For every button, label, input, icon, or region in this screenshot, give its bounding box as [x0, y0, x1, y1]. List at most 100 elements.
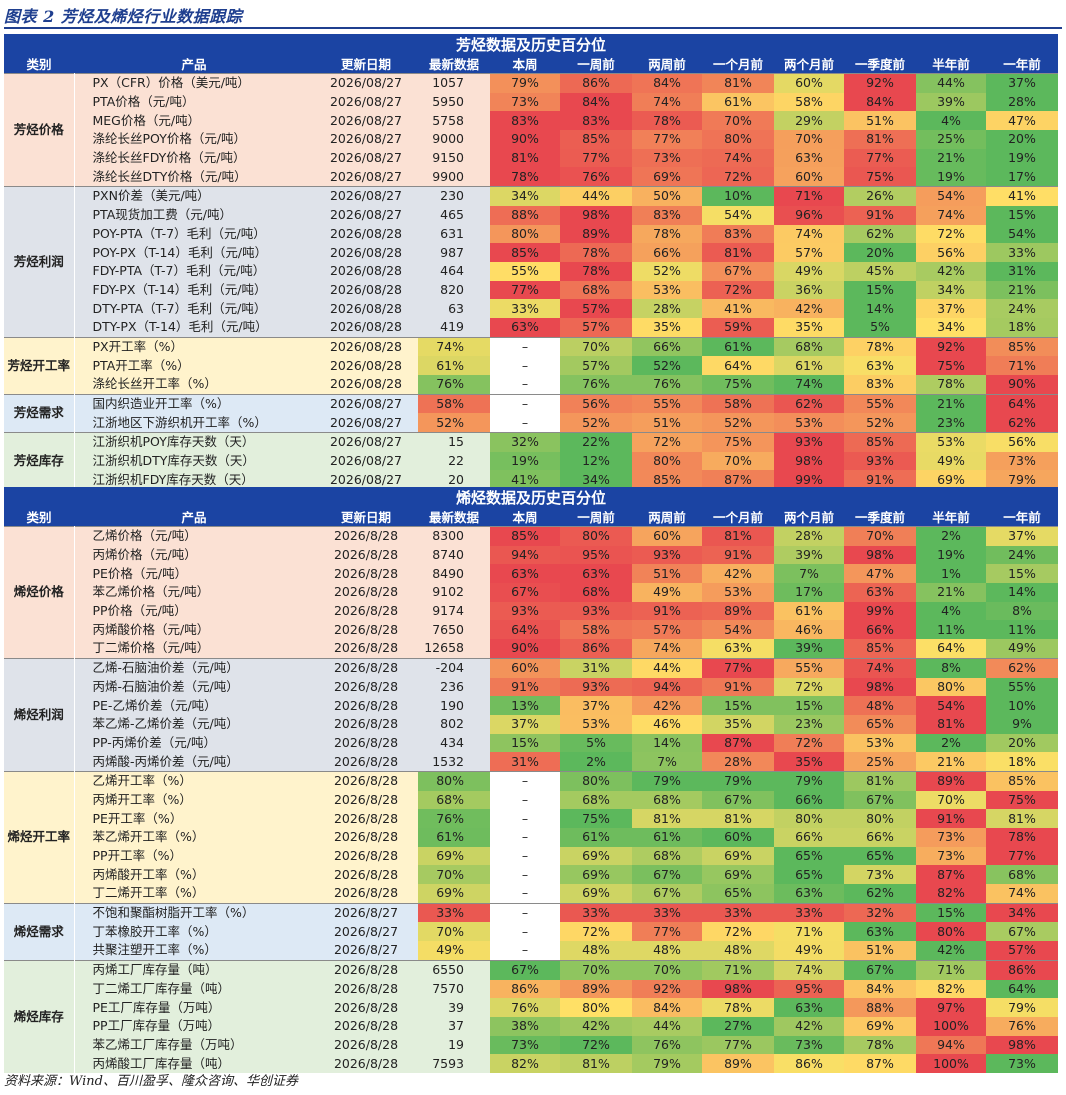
percentile-cell: 93% — [560, 677, 632, 697]
percentile-cell: 98% — [702, 979, 774, 999]
percentile-cell: 98% — [844, 677, 916, 697]
category-cell: 芳烃价格 — [4, 72, 75, 187]
percentile-cell: – — [490, 336, 560, 357]
date-cell: 2026/08/28 — [314, 261, 418, 281]
percentile-cell: 93% — [560, 601, 632, 621]
category-cell: 烯烃需求 — [4, 902, 75, 961]
percentile-cell: 75% — [844, 167, 916, 187]
percentile-cell: 76% — [986, 1016, 1059, 1036]
product-cell: 丙烯价格（元/吨） — [74, 545, 314, 565]
percentile-cell: 61% — [560, 828, 632, 847]
percentile-cell: 66% — [774, 828, 844, 847]
table-row: 江浙地区下游织机开工率（%） 2026/08/27 52% –52% 51% 52% 53%… — [4, 413, 1059, 433]
percentile-cell: 49% — [632, 583, 702, 602]
percentile-cell: 52% — [632, 356, 702, 375]
percentile-cell: – — [490, 846, 560, 866]
percentile-cell: 34% — [986, 902, 1059, 923]
percentile-cell: 8% — [916, 657, 986, 678]
latest-value-cell: 74% — [418, 336, 490, 357]
percentile-cell: 79% — [986, 998, 1059, 1017]
percentile-cell: 78% — [560, 243, 632, 262]
table-row: 烯烃利润 乙烯-石脑油价差（元/吨） 2026/8/28 -204 60% 31% 44% 7… — [4, 657, 1059, 772]
percentile-cell: 5% — [844, 317, 916, 338]
table-row: 丁苯橡胶开工率（%） 2026/8/27 70% –72% 77% 72% 71% 63% 80… — [4, 922, 1059, 942]
percentile-cell: 69% — [560, 865, 632, 885]
table-row: POY-PTA（T-7）毛利（元/吨） 2026/08/28 631 80% 89% 78… — [4, 224, 1059, 244]
product-cell: 苯乙烯价格（元/吨） — [74, 583, 314, 602]
column-header: 一季度前 — [844, 510, 916, 527]
percentile-cell: 33% — [560, 902, 632, 923]
percentile-cell: 33% — [632, 902, 702, 923]
percentile-cell: 75% — [916, 356, 986, 375]
percentile-cell: 42% — [560, 1016, 632, 1036]
percentile-cell: 39% — [774, 545, 844, 565]
percentile-cell: 44% — [560, 186, 632, 206]
percentile-cell: 73% — [916, 828, 986, 847]
percentile-cell: 75% — [986, 790, 1059, 810]
percentile-cell: 74% — [774, 959, 844, 980]
percentile-cell: 15% — [490, 733, 560, 753]
product-cell: FDY-PTA（T-7）毛利（元/吨） — [74, 261, 314, 281]
latest-value-cell: 236 — [418, 677, 490, 697]
percentile-cell: 100% — [916, 1054, 986, 1073]
percentile-cell: 58% — [774, 92, 844, 112]
percentile-cell: 67% — [632, 884, 702, 904]
percentile-cell: 66% — [844, 828, 916, 847]
percentile-cell: 42% — [774, 299, 844, 318]
product-cell: 乙烯价格（元/吨） — [74, 525, 314, 546]
product-cell: 丙烯酸开工率（%） — [74, 865, 314, 885]
column-header: 半年前 — [916, 57, 986, 74]
percentile-cell: 75% — [702, 375, 774, 395]
latest-value-cell: 63 — [418, 299, 490, 318]
column-header: 一季度前 — [844, 57, 916, 74]
percentile-cell: 57% — [560, 299, 632, 318]
percentile-cell: 57% — [774, 243, 844, 262]
date-cell: 2026/8/28 — [314, 828, 418, 847]
percentile-cell: 86% — [560, 639, 632, 659]
percentile-cell: 78% — [632, 224, 702, 244]
percentile-cell: 72% — [774, 677, 844, 697]
percentile-cell: 15% — [916, 902, 986, 923]
category-cell: 芳烃需求 — [4, 393, 75, 433]
latest-value-cell: 8740 — [418, 545, 490, 565]
category-cell: 烯烃价格 — [4, 526, 75, 659]
percentile-cell: 60% — [632, 525, 702, 546]
percentile-cell: 65% — [844, 846, 916, 866]
percentile-cell: 58% — [560, 620, 632, 640]
percentile-cell: – — [490, 356, 560, 375]
column-header-row: 类别 产品 更新日期 最新数据 本周 一周前 两周前 一个月前 两个月前 一季度前 半年前 一年前 — [4, 510, 1059, 527]
percentile-cell: 78% — [632, 111, 702, 131]
percentile-cell: 44% — [632, 1016, 702, 1036]
table-aromatics: 芳烃数据及历史百分位 类别 产品 更新日期 最新数据 本周 一周前 两周前 一个月前 两个月前 一季… — [4, 34, 1059, 490]
percentile-cell: 20% — [986, 733, 1059, 753]
percentile-cell: 80% — [774, 809, 844, 828]
percentile-cell: 21% — [916, 583, 986, 602]
percentile-cell: 35% — [632, 317, 702, 338]
percentile-cell: 17% — [986, 167, 1059, 187]
latest-value-cell: 52% — [418, 413, 490, 433]
percentile-cell: 54% — [916, 696, 986, 715]
percentile-cell: 63% — [774, 148, 844, 168]
product-cell: PTA价格（元/吨） — [74, 92, 314, 112]
date-cell: 2026/8/28 — [314, 1016, 418, 1036]
latest-value-cell: 9900 — [418, 167, 490, 187]
latest-value-cell: 5950 — [418, 92, 490, 112]
percentile-cell: 50% — [632, 186, 702, 206]
table-row: DTY-PTA（T-7）毛利（元/吨） 2026/08/28 63 33% 57% 28%… — [4, 299, 1059, 318]
latest-value-cell: 7650 — [418, 620, 490, 640]
column-header: 两周前 — [632, 57, 702, 74]
percentile-cell: 80% — [560, 770, 632, 791]
product-cell: DTY-PX（T-14）毛利（元/吨） — [74, 317, 314, 338]
percentile-cell: 48% — [844, 696, 916, 715]
percentile-cell: 81% — [702, 809, 774, 828]
product-cell: PTA开工率（%） — [74, 356, 314, 375]
table-row: FDY-PTA（T-7）毛利（元/吨） 2026/08/28 464 55% 78% 52… — [4, 261, 1059, 281]
percentile-cell: 68% — [560, 790, 632, 810]
percentile-cell: 72% — [702, 167, 774, 187]
percentile-cell: 93% — [632, 545, 702, 565]
percentile-cell: – — [490, 790, 560, 810]
percentile-cell: 1% — [916, 564, 986, 584]
date-cell: 2026/08/27 — [314, 205, 418, 225]
percentile-cell: 91% — [490, 677, 560, 697]
date-cell: 2026/08/28 — [314, 336, 418, 357]
